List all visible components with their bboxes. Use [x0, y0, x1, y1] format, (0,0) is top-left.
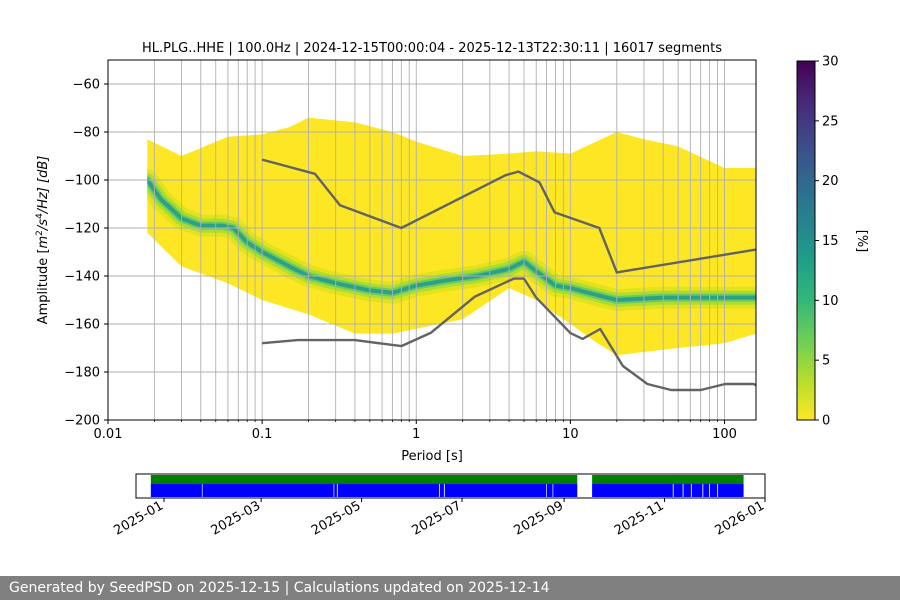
availability-blue-segment-0	[150, 484, 202, 497]
y-axis: −200 −180 −160 −140 −120 −100 −80 −60	[64, 78, 108, 429]
chart-title: HL.PLG..HHE | 100.0Hz | 2024-12-15T00:00…	[142, 41, 722, 56]
x-axis: 0.01 0.1 1 10 100	[94, 420, 737, 442]
y-label-exp4: 4	[35, 213, 45, 219]
colorbar-tick-label-1: 5	[822, 354, 830, 369]
psd-plot-area: 0.01 0.1 1 10 100 −200 −180 −160 −140 −120 −100 −8…	[64, 59, 757, 442]
y-tick-label-1: −180	[64, 366, 100, 381]
y-tick-label-3: −140	[64, 270, 100, 285]
availability-blue-segment-14	[718, 484, 744, 497]
colorbar-tick-label-5: 25	[822, 114, 839, 129]
x-tick-label-2: 1	[412, 427, 420, 442]
y-tick-label-2: −160	[64, 318, 100, 333]
availability-blue-segment-2	[334, 484, 337, 497]
y-label-m: m	[36, 236, 51, 249]
x-tick-label-1: 0.1	[252, 427, 273, 442]
availability-date-ticks: 2025-01 2025-03 2025-05 2025-07 2025-09 2025-…	[111, 498, 767, 539]
y-label-exp2: 2	[35, 230, 45, 236]
colorbar: 0 5 10 15 20 25 30 [%]	[796, 55, 869, 429]
colorbar-label: [%]	[854, 230, 869, 253]
noise-models	[261, 158, 757, 392]
nlnm-line	[261, 277, 757, 392]
availability-blue-segment-5	[444, 484, 547, 497]
x-tick-label-3: 10	[562, 427, 579, 442]
availability-bar: 2025-01 2025-03 2025-05 2025-07 2025-09 2025-…	[111, 473, 767, 539]
y-tick-label-7: −60	[73, 78, 100, 93]
availability-green-segment-1	[592, 475, 744, 484]
colorbar-ticks: 0 5 10 15 20 25 30	[815, 55, 839, 429]
availability-blue-segment-7	[553, 484, 578, 497]
y-label-s: /s	[36, 219, 51, 231]
colorbar-tick-label-6: 30	[822, 55, 839, 70]
date-tick-label-5: 2025-11	[612, 498, 667, 538]
nhnm-line	[261, 158, 757, 274]
y-axis-label: Amplitude [m2/s4/Hz] [dB]	[35, 156, 51, 325]
availability-segments	[150, 475, 744, 497]
availability-blue-segment-1	[202, 484, 334, 497]
colorbar-tick-label-0: 0	[822, 414, 830, 429]
plot-grid	[107, 60, 756, 421]
x-axis-label: Period [s]	[401, 449, 463, 464]
availability-blue-segment-12	[703, 484, 710, 497]
availability-blue-segment-4	[439, 484, 444, 497]
availability-blue-segment-10	[683, 484, 691, 497]
y-tick-label-6: −80	[73, 126, 100, 141]
date-tick-label-1: 2025-03	[209, 498, 264, 538]
colorbar-tick-label-2: 10	[822, 294, 839, 309]
y-tick-label-5: −100	[64, 174, 100, 189]
colorbar-tick-label-3: 15	[822, 234, 839, 249]
y-tick-label-0: −200	[64, 414, 100, 429]
availability-blue-segment-11	[691, 484, 703, 497]
availability-blue-segment-8	[592, 484, 673, 497]
availability-blue-segment-3	[337, 484, 439, 497]
date-tick-label-3: 2025-07	[409, 498, 464, 538]
heatmap-mode-band-3	[147, 178, 757, 302]
availability-blue-segment-9	[673, 484, 683, 497]
availability-blue-segment-13	[709, 484, 718, 497]
y-tick-label-4: −120	[64, 222, 100, 237]
x-tick-label-0: 0.01	[94, 427, 123, 442]
y-label-hz: /Hz] [dB]	[36, 156, 51, 215]
availability-blue-segment-6	[546, 484, 553, 497]
date-tick-label-2: 2025-05	[309, 498, 364, 538]
colorbar-gradient	[796, 60, 816, 421]
footer-status: Generated by SeedPSD on 2025-12-15 | Cal…	[0, 576, 900, 600]
availability-green-segment-0	[150, 475, 578, 484]
y-label-base: Amplitude [	[36, 248, 51, 324]
date-tick-label-0: 2025-01	[111, 498, 166, 538]
date-tick-label-6: 2026-01	[712, 498, 767, 538]
colorbar-tick-label-4: 20	[822, 174, 839, 189]
x-tick-label-4: 100	[712, 427, 737, 442]
date-tick-label-4: 2025-09	[512, 498, 567, 538]
plot-frame	[107, 59, 757, 421]
